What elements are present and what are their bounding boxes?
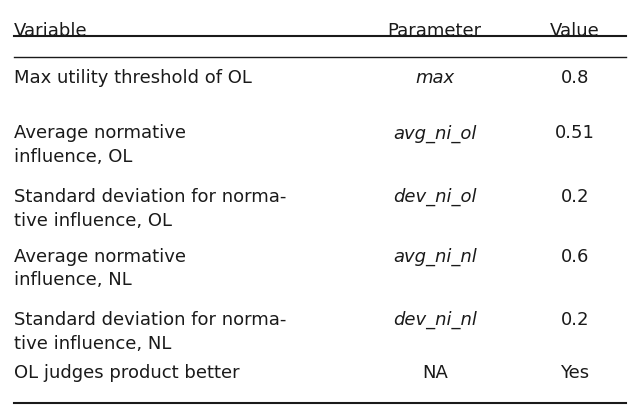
Text: max: max (415, 69, 454, 87)
Text: 0.8: 0.8 (561, 69, 589, 87)
Text: 0.2: 0.2 (561, 188, 589, 206)
Text: Variable: Variable (14, 22, 88, 40)
Text: dev_ni_nl: dev_ni_nl (393, 311, 477, 330)
Text: NA: NA (422, 364, 447, 382)
Text: Yes: Yes (561, 364, 589, 382)
Text: dev_ni_ol: dev_ni_ol (393, 188, 476, 206)
Text: 0.2: 0.2 (561, 311, 589, 329)
Text: Value: Value (550, 22, 600, 40)
Text: Average normative
influence, NL: Average normative influence, NL (14, 247, 186, 289)
Text: Parameter: Parameter (388, 22, 482, 40)
Text: avg_ni_ol: avg_ni_ol (393, 124, 476, 143)
Text: Max utility threshold of OL: Max utility threshold of OL (14, 69, 252, 87)
Text: 0.6: 0.6 (561, 247, 589, 266)
Text: Standard deviation for norma-
tive influence, OL: Standard deviation for norma- tive influ… (14, 188, 287, 230)
Text: 0.51: 0.51 (555, 124, 595, 142)
Text: avg_ni_nl: avg_ni_nl (393, 247, 477, 266)
Text: OL judges product better: OL judges product better (14, 364, 240, 382)
Text: Average normative
influence, OL: Average normative influence, OL (14, 124, 186, 166)
Text: Standard deviation for norma-
tive influence, NL: Standard deviation for norma- tive influ… (14, 311, 287, 353)
